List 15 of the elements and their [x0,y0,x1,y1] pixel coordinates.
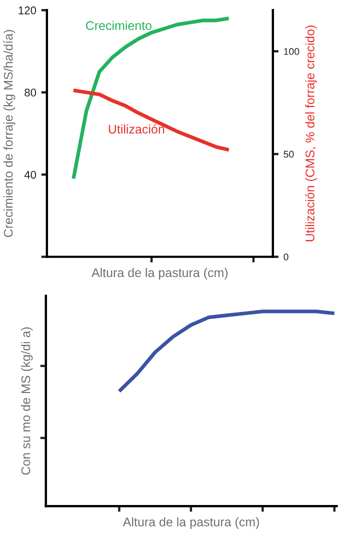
series-label: Utilización [108,124,164,134]
y-axis-title: Con su mo de MS (kg/di a) [21,327,33,475]
y-tick-label: 120 [18,6,36,14]
y2-tick-label: 50 [284,150,294,158]
y-tick-label: 80 [24,88,36,97]
line-series [72,16,231,181]
x-axis-title: Altura de la pastura (cm) [122,517,259,529]
y2-axis-title: Utilización (CMS, % del forraje crecido) [305,26,317,242]
y2-tick-label: 0 [284,254,288,260]
y2-tick-label: 100 [284,48,300,55]
y-tick-label: 40 [24,170,36,179]
x-axis-title: Altura de la pastura (cm) [92,268,228,280]
y-axis-title: Crecimiento de forraje (kg MS/ha/día) [3,30,16,238]
series-label: Crecimiento [86,20,152,30]
line-series [72,88,231,152]
